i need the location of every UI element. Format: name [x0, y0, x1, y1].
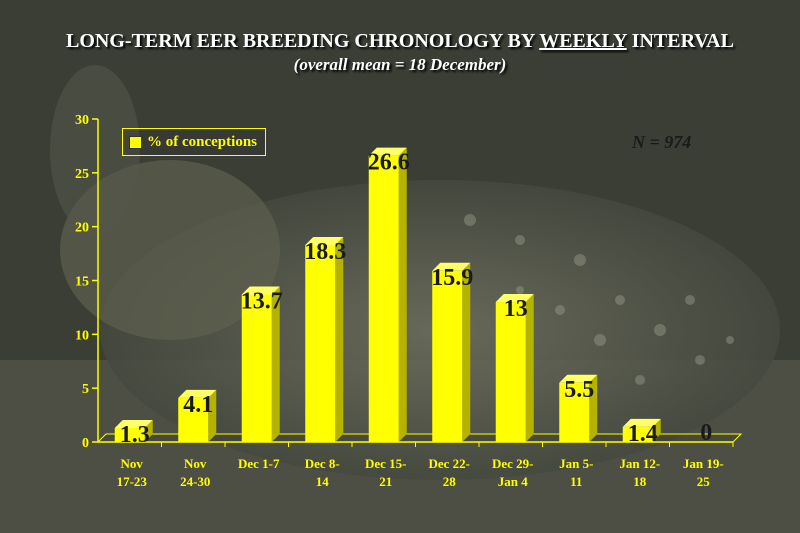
data-label: 1.3: [120, 422, 150, 448]
bar-top: [178, 389, 217, 398]
y-tick-label: 20: [75, 221, 89, 236]
bar-top: [241, 286, 280, 295]
bar-side: [271, 286, 280, 442]
bar-side: [335, 236, 344, 442]
title-part-2: INTERVAL: [626, 30, 734, 52]
title-underlined-word: WEEKLY: [539, 30, 627, 52]
data-label: 0: [700, 420, 712, 446]
bar-top: [305, 236, 344, 245]
legend-label: % of conceptions: [147, 133, 257, 150]
bar: [305, 244, 336, 442]
y-tick-label: 0: [82, 436, 89, 451]
x-tick-label: Nov: [121, 456, 144, 471]
bar-side: [525, 294, 534, 442]
bar: [495, 302, 526, 442]
data-label: 26.6: [368, 150, 410, 176]
data-label: 1.4: [628, 421, 658, 447]
data-label: 18.3: [304, 239, 346, 265]
bar: [114, 428, 145, 442]
chart-subtitle: (overall mean = 18 December): [293, 55, 507, 74]
bar: [241, 294, 272, 442]
x-tick-label-line2: 17-23: [117, 474, 148, 489]
x-tick-label-line2: 24-30: [180, 474, 210, 489]
bar-side: [398, 147, 407, 442]
x-tick-label: Dec 8-: [305, 456, 340, 471]
title-part-1: LONG-TERM EER BREEDING CHRONOLOGY BY: [66, 30, 540, 52]
bar-top: [559, 374, 598, 383]
data-label: 15.9: [431, 265, 473, 291]
x-tick-label: Nov: [184, 456, 207, 471]
x-tick-label-line2: 18: [633, 474, 647, 489]
data-label: 5.5: [564, 377, 594, 403]
data-label: 13: [504, 296, 528, 322]
legend: % of conceptions: [122, 128, 266, 156]
x-tick-label-line2: Jan 4: [498, 474, 528, 489]
x-tick-label: Dec 22-: [428, 456, 470, 471]
y-tick-label: 5: [82, 382, 89, 397]
sample-size-label: N = 974: [632, 132, 692, 152]
x-tick-label: Dec 1-7: [238, 456, 280, 471]
bar: [368, 155, 399, 442]
bar: [178, 397, 209, 442]
bar-top: [432, 262, 471, 271]
bar-side: [208, 389, 217, 442]
x-tick-label: Jan 12-: [619, 456, 660, 471]
bar-side: [144, 420, 153, 442]
y-tick-label: 10: [75, 328, 89, 343]
x-tick-label-line2: 28: [443, 474, 457, 489]
x-tick-label-line2: 11: [570, 474, 582, 489]
bar-top: [495, 294, 534, 303]
bars: [114, 147, 661, 442]
bar-top: [622, 418, 661, 427]
x-tick-label: Jan 19-: [683, 456, 724, 471]
x-tick-label-line2: 21: [379, 474, 392, 489]
bar: [432, 270, 463, 442]
x-tick-label: Dec 15-: [365, 456, 407, 471]
data-labels: 1.3 4.1 13.7 18.3 26.6 15.9 13 5.5 1.4 0: [120, 150, 713, 448]
bar-top: [114, 420, 153, 429]
data-label: 13.7: [241, 288, 283, 314]
legend-swatch: [129, 135, 142, 149]
bar-side: [589, 374, 598, 442]
y-tick-label: 15: [75, 275, 89, 290]
x-tick-label-line2: 25: [697, 474, 711, 489]
x-tick-label: Dec 29-: [492, 456, 534, 471]
bar: [622, 426, 653, 442]
chart-title: LONG-TERM EER BREEDING CHRONOLOGY BY WEE…: [0, 30, 800, 53]
bar-side: [652, 418, 661, 442]
y-tick-label: 30: [75, 113, 89, 128]
bar-side: [462, 262, 471, 442]
x-tick-label: Jan 5-: [559, 456, 593, 471]
y-tick-label: 25: [75, 167, 89, 182]
x-tick-label-line2: 14: [316, 474, 330, 489]
bar: [559, 382, 590, 442]
data-label: 4.1: [183, 392, 213, 418]
bar-top: [368, 147, 407, 156]
